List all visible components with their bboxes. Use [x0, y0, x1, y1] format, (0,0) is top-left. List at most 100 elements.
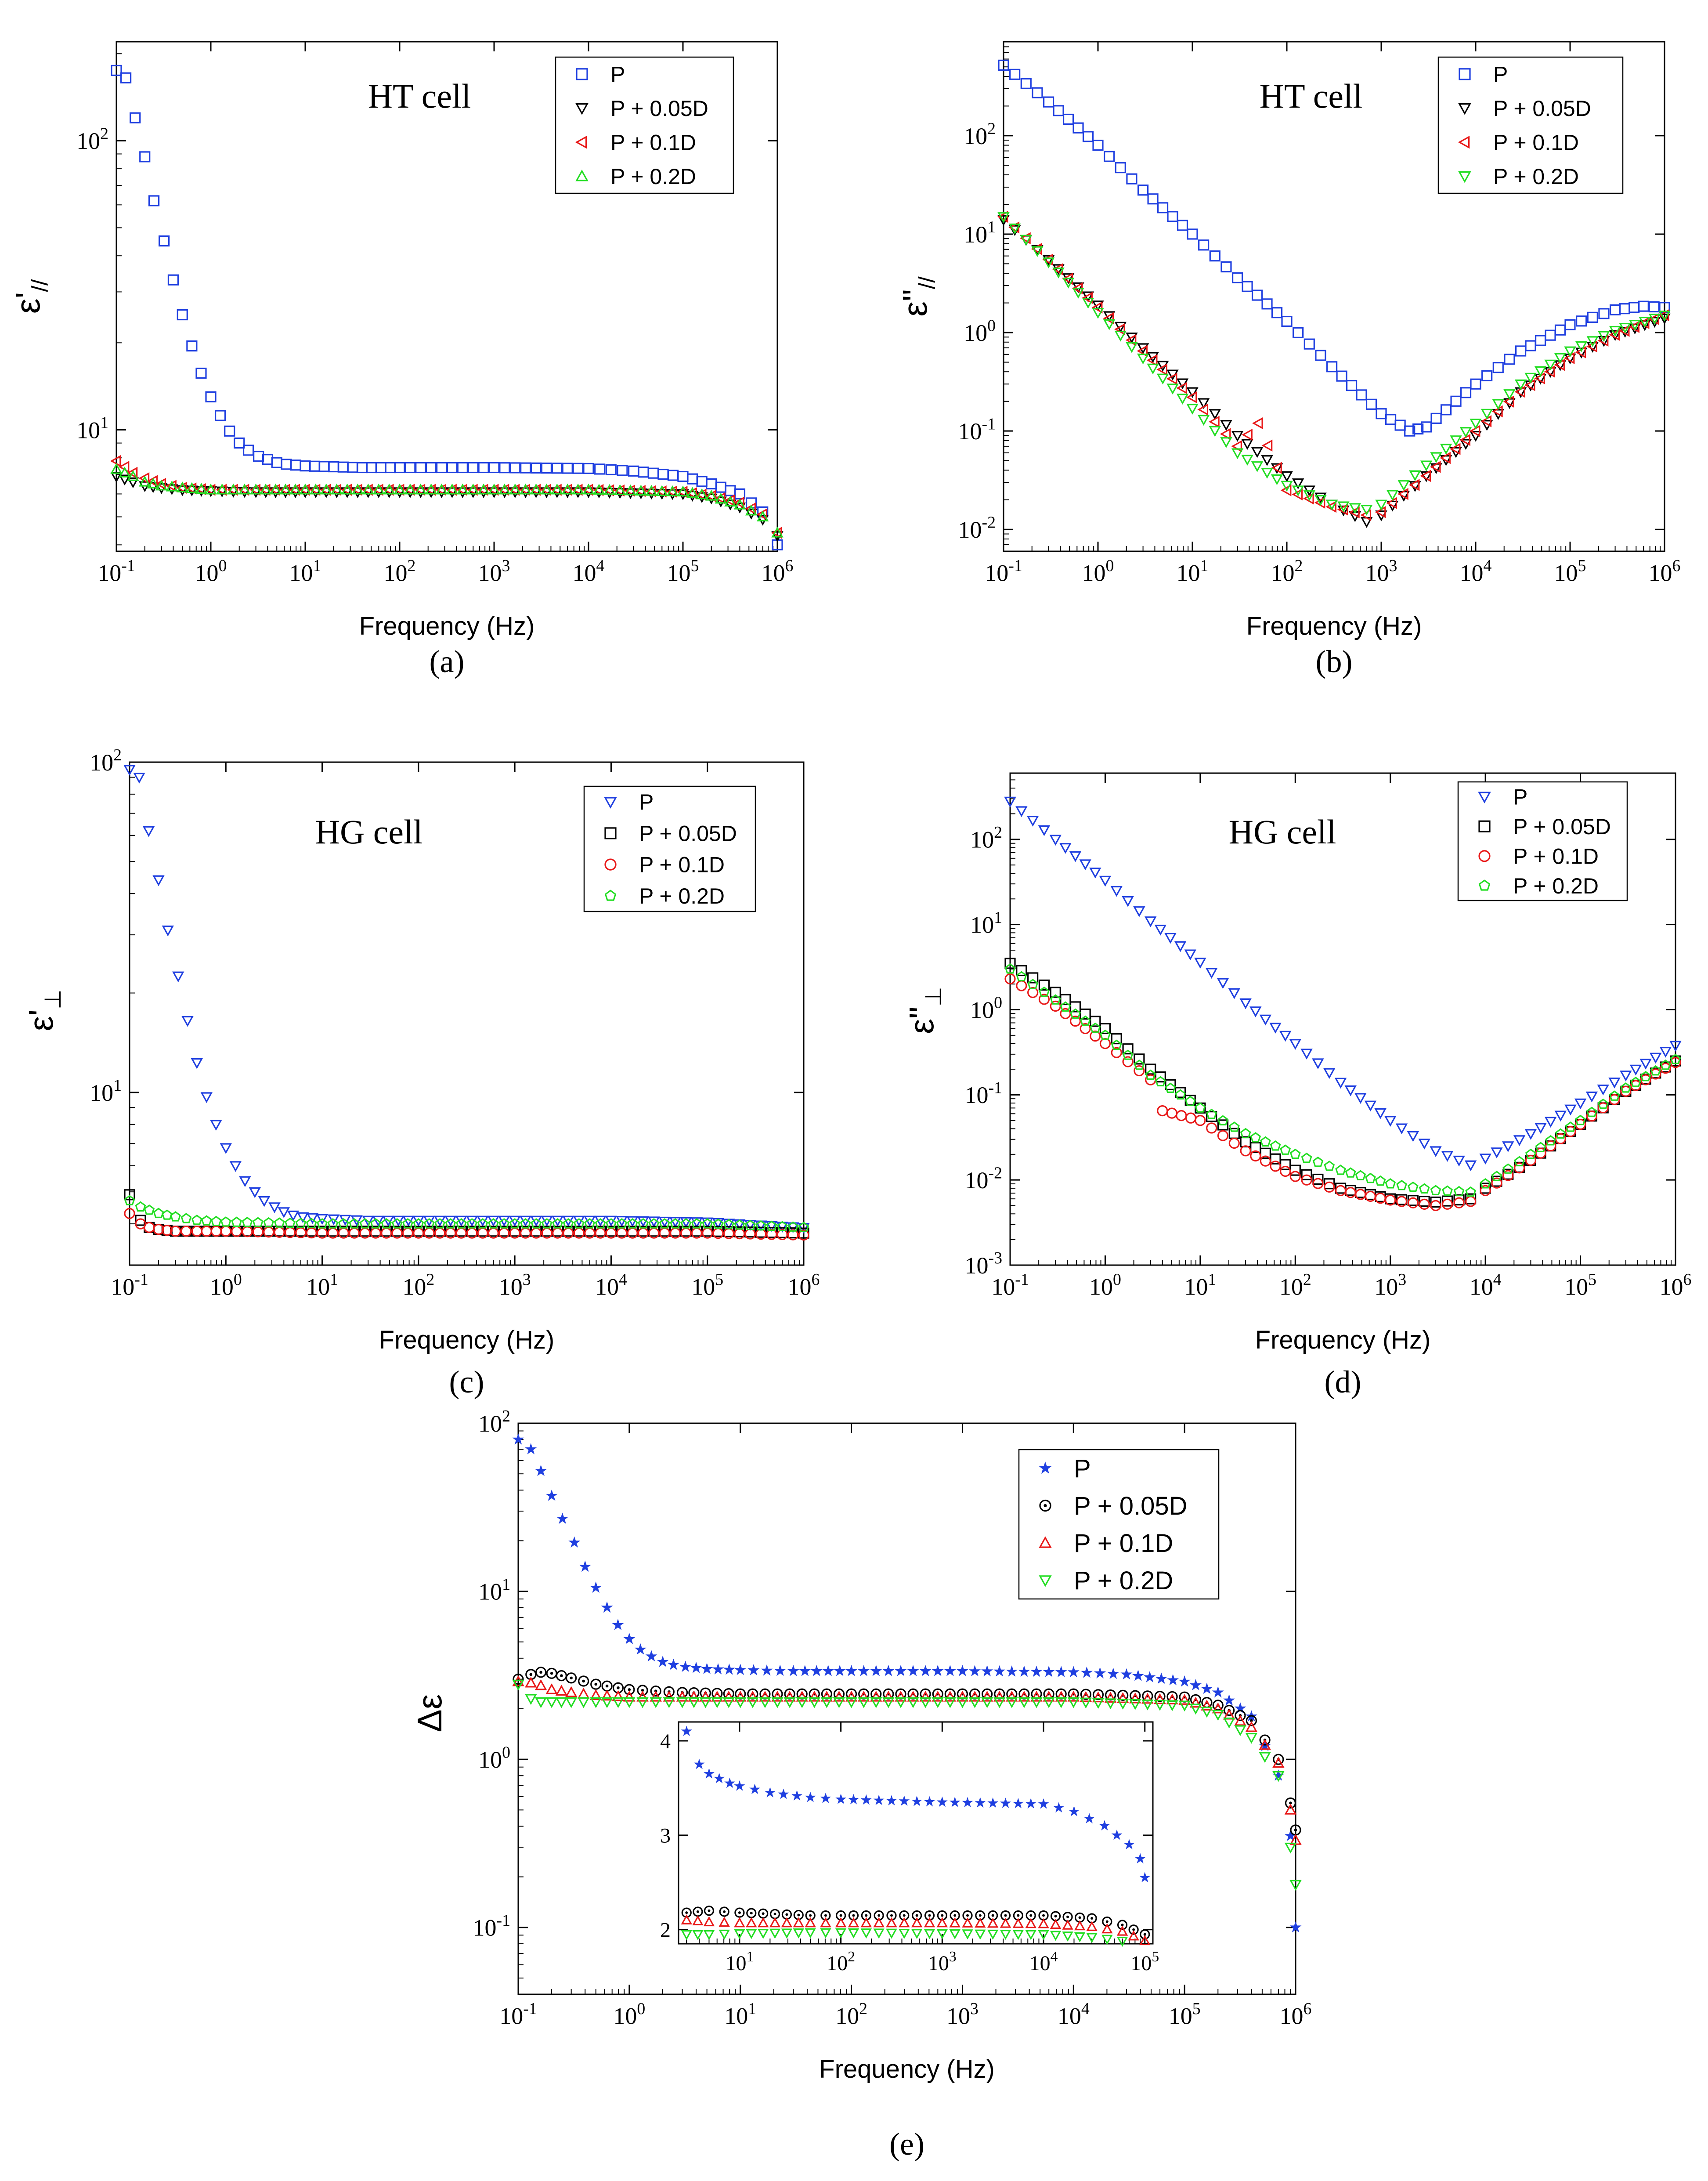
panel-b-data-point	[1514, 379, 1527, 391]
panel-e-inset-data-point-dot	[928, 1914, 931, 1917]
panel-a-data-point	[404, 483, 416, 495]
panel-e-inset-data-point	[860, 1917, 872, 1928]
panel-a-data-point	[614, 484, 626, 496]
panel-c-legend-label: P	[639, 790, 654, 814]
panel-e-x-tick-label: 103	[946, 2000, 979, 2029]
panel-d-data-point	[1407, 1197, 1419, 1208]
panel-b-data-point	[1176, 394, 1189, 405]
panel-e-data-point	[1116, 1692, 1129, 1703]
panel-a-data-point	[467, 462, 479, 474]
panel-d-data-point	[1069, 1015, 1081, 1027]
panel-c-data-point	[287, 1210, 300, 1222]
panel-a-data-point	[635, 485, 646, 497]
panel-a-data-point	[372, 483, 385, 495]
panel-e-data-point	[1055, 1666, 1067, 1678]
panel-d-data-point	[1586, 1110, 1597, 1122]
panel-e-inset-data-point	[764, 1787, 776, 1798]
panel-c-data-point	[362, 1215, 374, 1227]
panel-e-data-point	[1068, 1688, 1079, 1700]
panel-e-data-point	[722, 1690, 735, 1702]
panel-b-x-tick-label: 10-1	[985, 557, 1022, 586]
panel-b-data-point	[1186, 391, 1197, 404]
panel-a-data-point	[204, 484, 216, 496]
panel-a-data-point	[227, 483, 240, 495]
panel-e-inset-data-point	[835, 1928, 847, 1939]
panel-e-inset-data-point	[793, 1917, 805, 1928]
panel-e-data-point	[612, 1619, 624, 1630]
panel-d-data-point	[1670, 1057, 1681, 1068]
panel-d-data-point	[1650, 1065, 1661, 1076]
panel-a-data-point	[705, 489, 718, 501]
panel-c-data-point	[249, 1187, 261, 1198]
panel-a-data-point	[446, 484, 457, 496]
panel-b-data-point	[1271, 307, 1283, 318]
panel-e-inset-data-point	[848, 1917, 859, 1928]
panel-e-data-point	[1284, 1804, 1297, 1815]
panel-d-data-point	[1122, 1056, 1134, 1067]
panel-e-inset-data-point	[719, 1917, 730, 1927]
panel-a-data-point	[467, 483, 479, 495]
panel-d-data-point	[1312, 1058, 1324, 1070]
panel-e-inset-data-point	[975, 1929, 986, 1940]
panel-b-data-point	[1524, 373, 1537, 384]
panel-b-data-point	[1082, 297, 1094, 309]
panel-b-data-point	[1156, 363, 1167, 376]
panel-d-data-point	[1544, 1117, 1557, 1128]
panel-d-x-tick-label: 104	[1470, 1270, 1502, 1300]
panel-d-data-point	[1239, 998, 1252, 1009]
panel-b-data-point	[1126, 342, 1138, 353]
panel-e-inset-data-point-dot	[1091, 1917, 1094, 1920]
panel-e-inset-data-point	[805, 1917, 816, 1928]
panel-b-y-tick-label: 100	[964, 316, 996, 346]
panel-a-data-point	[393, 484, 404, 496]
panel-d-data-point	[1629, 1064, 1642, 1076]
panel-e-data-point	[1141, 1693, 1154, 1704]
panel-e-inset-data-point	[1025, 1930, 1036, 1940]
panel-a-data-point	[139, 475, 151, 487]
panel-b-legend-label: P + 0.2D	[1493, 164, 1579, 189]
panel-b-data-point	[1072, 122, 1084, 134]
panel-a-x-tick-label: 103	[478, 557, 510, 586]
panel-d-data-point	[1407, 1131, 1419, 1142]
panel-e-data-point	[932, 1697, 944, 1708]
panel-a-data-point	[745, 509, 758, 520]
panel-e-data-point	[1018, 1697, 1030, 1708]
panel-a-data-point	[383, 484, 394, 496]
panel-a-data-point	[771, 526, 784, 538]
panel-e-inset-data-point	[936, 1796, 948, 1807]
panel-e-inset-data-point-dot	[738, 1911, 741, 1914]
panel-e-data-point	[512, 1675, 524, 1686]
panel-d-data-point	[1079, 859, 1091, 871]
panel-b-data-point	[1336, 370, 1347, 382]
panel-d-y-tick-label: 10-2	[965, 1164, 1003, 1194]
panel-d-y-axis-label: ε"⊥	[902, 987, 946, 1034]
panel-e-data-point	[833, 1688, 845, 1700]
panel-e-inset-data-point	[1053, 1802, 1065, 1813]
panel-c-legend-marker	[604, 890, 617, 901]
panel-e-data-point	[525, 1676, 537, 1688]
panel-a-data-point	[110, 463, 123, 474]
panel-b-data-point	[1292, 478, 1304, 489]
panel-d-data-point	[1164, 933, 1177, 944]
panel-b-data-point	[1575, 347, 1588, 359]
panel-e-data-point	[579, 1560, 591, 1572]
panel-d-data-point	[1016, 971, 1027, 982]
panel-b-data-point	[1376, 408, 1387, 420]
panel-e-data-point	[956, 1690, 969, 1702]
panel-d-data-point	[1430, 1196, 1441, 1208]
panel-e-inset-data-point	[734, 1780, 745, 1791]
panel-e-data-point	[858, 1665, 870, 1676]
panel-e-data-point	[772, 1688, 783, 1700]
panel-a-data-point	[551, 463, 563, 474]
panel-b-data-point	[1126, 173, 1137, 184]
panel-b-data-point	[1293, 327, 1304, 338]
panel-e-data-point	[1092, 1691, 1105, 1703]
panel-e-inset-data-point	[703, 1930, 715, 1940]
panel-a-data-point	[456, 487, 469, 499]
panel-e-data-point	[981, 1665, 993, 1677]
panel-e-data-point	[1043, 1697, 1055, 1708]
panel-a-data-point	[457, 462, 468, 474]
panel-e-data-point-dot	[550, 1672, 553, 1675]
panel-e-data-point	[545, 1697, 558, 1708]
panel-e-inset-data-point	[793, 1928, 805, 1939]
